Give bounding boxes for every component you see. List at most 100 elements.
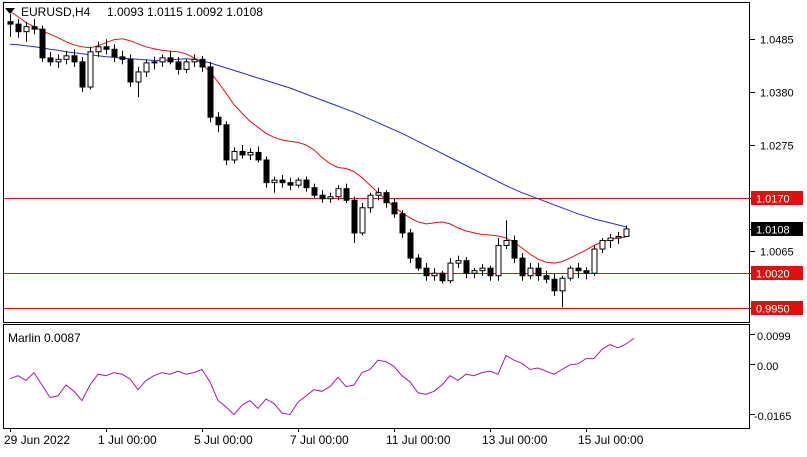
candle-body — [199, 58, 206, 68]
candle-body — [487, 267, 494, 277]
candle-body — [495, 245, 502, 277]
candle — [7, 14, 14, 37]
candle-body — [535, 267, 542, 277]
level-price-tag — [751, 191, 803, 205]
time-tick-label: 7 Jul 00:00 — [290, 433, 349, 447]
price-tag-label: 0.9950 — [756, 304, 790, 316]
time-tick-label: 13 Jul 00:00 — [482, 433, 548, 447]
candle-body — [623, 228, 630, 237]
candle-body — [543, 275, 550, 280]
candle — [439, 270, 446, 284]
indicator-tick-label-bottom: -0.0165 — [754, 411, 791, 423]
price-tick-label: 1.0275 — [760, 141, 794, 153]
indicator-tick-label-zero: 0.00 — [757, 361, 778, 373]
candle-body — [583, 270, 590, 274]
current-price-tag — [751, 222, 803, 236]
candle — [55, 54, 62, 68]
candle-body — [143, 62, 150, 73]
indicator-tick-label-top: 0.0099 — [757, 331, 791, 343]
candle — [127, 54, 134, 88]
candle-body — [71, 55, 78, 63]
level-price-tag — [751, 301, 803, 315]
candle-body — [55, 58, 62, 63]
candle — [343, 183, 350, 203]
candle-body — [279, 179, 286, 184]
candle — [231, 147, 238, 164]
candle — [135, 66, 142, 98]
candle — [463, 257, 470, 279]
candle-body — [415, 257, 422, 269]
candle — [367, 192, 374, 213]
candle — [335, 185, 342, 201]
candle — [295, 177, 302, 188]
candle — [471, 268, 478, 279]
indicator-line-group — [9, 337, 635, 416]
candle — [303, 176, 310, 192]
candle — [271, 176, 278, 193]
candle-body — [7, 21, 14, 25]
candle — [191, 54, 198, 67]
candle-body — [231, 150, 238, 161]
candle — [79, 56, 86, 93]
candle — [447, 258, 454, 284]
price-tick-label: 1.0065 — [760, 247, 794, 259]
candle-body — [575, 267, 582, 272]
candle — [375, 187, 382, 201]
candle — [607, 233, 614, 249]
dropdown-triangle-icon[interactable] — [5, 8, 15, 14]
candle-body — [191, 58, 198, 63]
candle — [319, 190, 326, 203]
price-tick-label: 1.0380 — [760, 88, 794, 100]
candle-body — [607, 237, 614, 241]
candle-body — [551, 278, 558, 292]
candle-body — [383, 192, 390, 204]
candle-body — [247, 151, 254, 156]
candle — [199, 55, 206, 72]
candle-body — [167, 57, 174, 63]
time-tick-label: 11 Jul 00:00 — [386, 433, 451, 447]
candles — [7, 14, 630, 308]
candle — [623, 225, 630, 237]
candle — [487, 265, 494, 281]
candle-body — [335, 188, 342, 198]
time-tick-label: 15 Jul 00:00 — [578, 433, 644, 447]
candle-body — [519, 257, 526, 277]
time-tick-label: 29 Jun 2022 — [4, 433, 70, 447]
candle-body — [511, 239, 518, 259]
candle-body — [407, 232, 414, 259]
candle-body — [31, 26, 38, 30]
candle-body — [399, 213, 406, 234]
candle-body — [375, 192, 382, 196]
symbol-label: EURUSD,H4 — [21, 5, 91, 19]
candle-body — [287, 182, 294, 186]
candle-body — [559, 277, 566, 292]
candle — [455, 255, 462, 269]
candle-body — [23, 26, 30, 33]
candle — [151, 56, 158, 70]
candle — [383, 190, 390, 208]
candle — [527, 263, 534, 280]
price-tag-label: 1.0108 — [756, 225, 790, 237]
candle-body — [39, 28, 46, 59]
price-tag-label: 1.0020 — [756, 269, 790, 281]
candle-body — [463, 260, 470, 274]
candle — [15, 19, 22, 38]
candle-body — [103, 46, 110, 50]
candle — [239, 144, 246, 159]
candle — [583, 267, 590, 280]
candle-body — [15, 23, 22, 33]
candle-body — [591, 248, 598, 274]
candle — [615, 231, 622, 245]
candle-body — [175, 61, 182, 70]
price-tag-label: 1.0170 — [756, 194, 790, 206]
candle — [599, 237, 606, 254]
candle-body — [471, 270, 478, 274]
candle-body — [207, 66, 214, 118]
candle — [159, 54, 166, 67]
indicator-panel-frame — [3, 324, 750, 429]
candle — [175, 56, 182, 75]
candle — [351, 196, 358, 244]
indicator-label: Marlin 0.0087 — [8, 331, 81, 345]
candle-body — [319, 194, 326, 200]
candle — [103, 39, 110, 55]
